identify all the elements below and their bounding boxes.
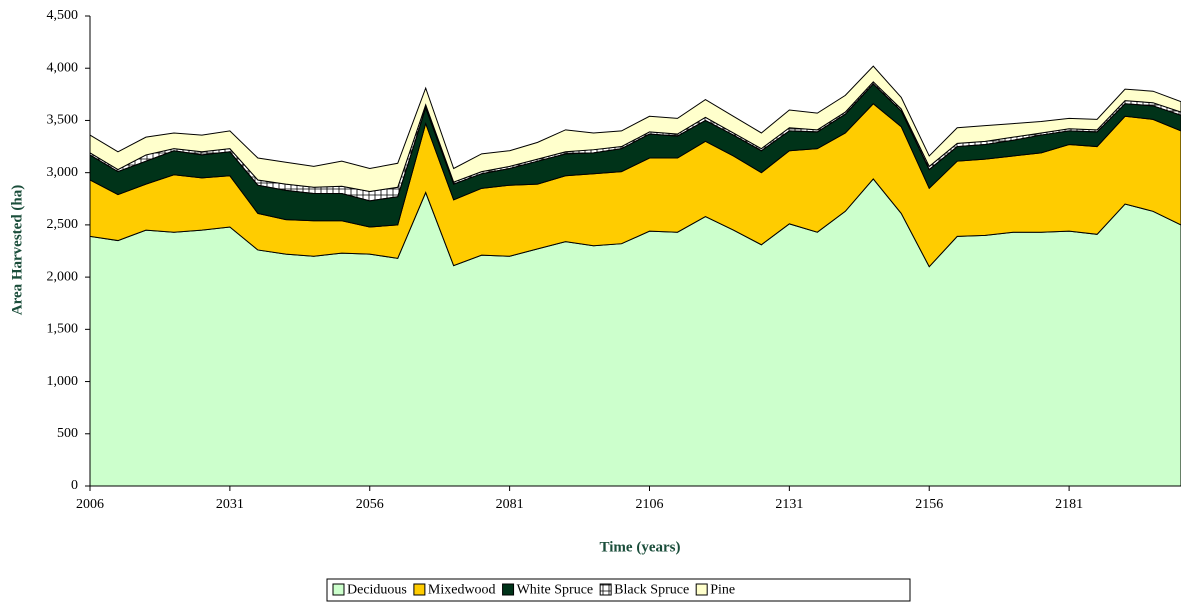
x-tick-label: 2006 xyxy=(76,497,104,512)
x-tick-label: 2131 xyxy=(775,497,803,512)
legend-label: Deciduous xyxy=(347,583,407,598)
y-tick-label: 3,500 xyxy=(47,113,79,128)
y-tick-label: 3,000 xyxy=(47,165,79,180)
legend-label: Mixedwood xyxy=(428,583,496,598)
legend-swatch xyxy=(332,583,345,596)
y-tick-label: 2,500 xyxy=(47,217,79,232)
y-tick-label: 1,500 xyxy=(47,322,79,337)
x-tick-label: 2106 xyxy=(635,497,663,512)
legend-swatch xyxy=(695,583,708,596)
area xyxy=(89,65,1181,192)
x-axis-title: Time (years) xyxy=(600,539,681,555)
legend-label: Black Spruce xyxy=(614,583,689,598)
x-tick-label: 2181 xyxy=(1055,497,1083,512)
y-axis-title: Area Harvested (ha) xyxy=(9,185,25,316)
y-tick-label: 1,000 xyxy=(47,374,79,389)
x-tick-label: 2031 xyxy=(216,497,244,512)
x-tick-label: 2156 xyxy=(915,497,943,512)
legend-swatch xyxy=(599,583,612,596)
legend-label: White Spruce xyxy=(517,583,594,598)
y-tick-label: 4,000 xyxy=(47,60,79,75)
y-tick-label: 500 xyxy=(57,426,78,441)
legend-label: Pine xyxy=(710,583,735,598)
y-tick-label: 4,500 xyxy=(47,8,79,23)
y-tick-label: 0 xyxy=(71,478,78,493)
legend-swatch xyxy=(502,583,515,596)
legend-swatch xyxy=(413,583,426,596)
x-tick-label: 2056 xyxy=(356,497,384,512)
y-tick-label: 2,000 xyxy=(47,269,79,284)
x-tick-label: 2081 xyxy=(496,497,524,512)
legend-box xyxy=(326,578,911,602)
